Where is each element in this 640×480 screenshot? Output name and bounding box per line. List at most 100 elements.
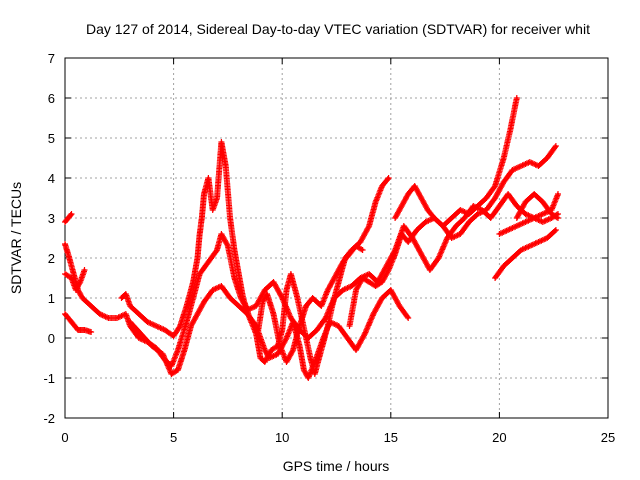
- data-point: [233, 276, 236, 280]
- data-point: [83, 268, 86, 272]
- data-point: [502, 180, 505, 184]
- data-point: [261, 300, 264, 304]
- data-point: [532, 192, 536, 196]
- data-point: [207, 176, 210, 180]
- data-point: [463, 216, 466, 220]
- data-point: [155, 324, 158, 328]
- data-point: [393, 216, 397, 220]
- data-point: [226, 244, 230, 248]
- data-point: [493, 276, 497, 280]
- data-point: [361, 276, 364, 280]
- y-axis: -2 -1 0 1 2 3 4 5 6 7: [43, 51, 608, 426]
- plot-frame: [64, 57, 609, 419]
- data-point: [263, 288, 267, 292]
- data-point: [398, 304, 401, 308]
- data-point: [211, 208, 214, 212]
- data-point: [228, 216, 232, 220]
- y-tick-label: -1: [43, 371, 55, 386]
- data-point: [207, 260, 210, 264]
- grid: [65, 58, 608, 418]
- data-point: [550, 212, 553, 216]
- series-track-1: [62, 211, 75, 225]
- data-point: [541, 200, 545, 204]
- data-point: [367, 280, 371, 284]
- data-point: [506, 228, 510, 232]
- data-point: [189, 324, 193, 328]
- series-markers: [62, 311, 95, 335]
- data-point: [70, 320, 73, 324]
- data-point: [324, 316, 327, 320]
- x-tick-label: 10: [275, 430, 289, 445]
- data-point: [359, 240, 362, 244]
- data-point: [511, 168, 514, 172]
- data-point: [413, 184, 416, 188]
- data-point: [124, 292, 128, 296]
- data-point: [185, 320, 188, 324]
- data-point: [63, 272, 67, 276]
- data-point: [374, 200, 377, 204]
- data-point: [406, 240, 410, 244]
- data-point: [128, 320, 132, 324]
- data-point: [519, 164, 523, 168]
- data-point: [528, 244, 532, 248]
- data-point: [107, 316, 110, 320]
- data-point: [63, 242, 67, 246]
- data-point: [137, 336, 141, 340]
- data-point: [70, 212, 73, 216]
- data-point: [354, 244, 358, 248]
- data-point: [454, 224, 458, 228]
- y-tick-label: 6: [48, 91, 55, 106]
- data-point: [515, 216, 518, 220]
- data-point: [176, 368, 180, 372]
- data-point: [272, 280, 275, 284]
- series-track-4: [62, 311, 95, 335]
- data-point: [402, 224, 406, 228]
- data-point: [304, 336, 308, 340]
- data-point: [467, 212, 471, 216]
- data-point: [89, 330, 93, 334]
- y-tick-label: 1: [48, 291, 55, 306]
- data-point: [515, 224, 518, 228]
- data-point: [81, 296, 84, 300]
- data-point: [328, 320, 332, 324]
- data-point: [124, 312, 128, 316]
- x-axis-label: GPS time / hours: [283, 458, 390, 474]
- data-point: [265, 292, 269, 296]
- data-point: [183, 348, 186, 352]
- series-track-9: [392, 95, 520, 229]
- data-point: [224, 164, 227, 168]
- y-tick-label: 4: [48, 171, 55, 186]
- data-point: [202, 300, 206, 304]
- data-point: [433, 216, 436, 220]
- data-point: [79, 280, 82, 284]
- data-point: [161, 352, 164, 356]
- data-point: [406, 192, 410, 196]
- series-track-12: [513, 191, 561, 221]
- data-point: [215, 196, 219, 200]
- data-point: [498, 232, 501, 236]
- data-point: [415, 228, 419, 232]
- data-point: [211, 288, 214, 292]
- data-point: [276, 352, 280, 356]
- data-point: [137, 312, 141, 316]
- data-point: [363, 332, 366, 336]
- series-track-7: [255, 243, 366, 365]
- data-point: [337, 324, 340, 328]
- data-point: [313, 372, 316, 376]
- data-point: [220, 140, 223, 144]
- data-point: [476, 204, 479, 208]
- data-point: [556, 192, 560, 196]
- data-point: [178, 324, 182, 328]
- data-point: [556, 216, 560, 220]
- data-point: [489, 216, 492, 220]
- data-point: [139, 332, 143, 336]
- data-point: [163, 328, 167, 332]
- data-point: [170, 372, 173, 376]
- data-point: [437, 256, 440, 260]
- data-point: [348, 252, 351, 256]
- data-point: [545, 156, 549, 160]
- data-point: [263, 360, 267, 364]
- data-point: [380, 296, 384, 300]
- data-point: [354, 348, 358, 352]
